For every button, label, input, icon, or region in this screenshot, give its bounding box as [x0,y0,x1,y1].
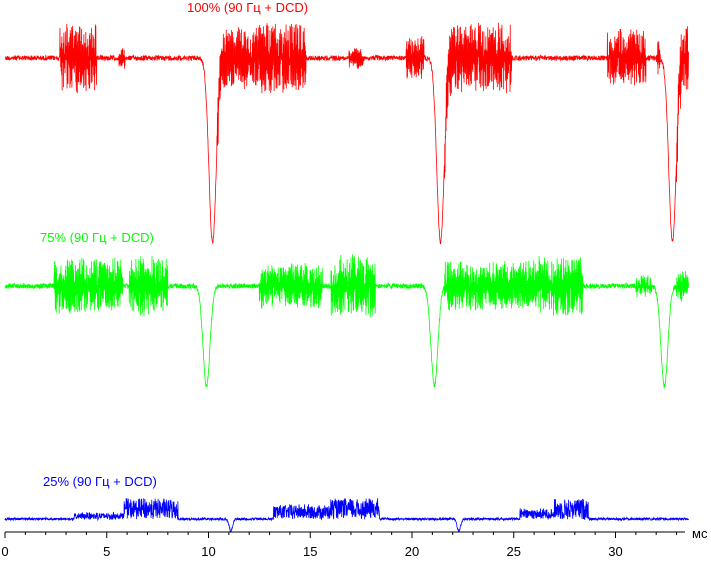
series-label-75: 75% (90 Гц + DCD) [40,230,154,245]
x-axis: 0 5 10 15 20 25 30 [1,531,685,559]
x-tick-label-15: 15 [303,544,317,559]
series-labels-group: 100% (90 Гц + DCD) 75% (90 Гц + DCD) 25%… [40,0,308,489]
series-trace-2 [4,254,689,389]
x-tick-label-5: 5 [103,544,110,559]
series-label-100: 100% (90 Гц + DCD) [187,0,308,15]
x-axis-unit-label: мс [692,526,708,541]
x-tick-label-20: 20 [405,544,419,559]
series-trace-1 [4,22,689,245]
x-tick-label-30: 30 [608,544,622,559]
x-tick-label-0: 0 [1,544,8,559]
series-trace-3 [4,498,689,533]
x-tick-label-25: 25 [507,544,521,559]
series-label-25: 25% (90 Гц + DCD) [43,474,157,489]
traces-group [4,22,689,533]
x-tick-label-10: 10 [201,544,215,559]
